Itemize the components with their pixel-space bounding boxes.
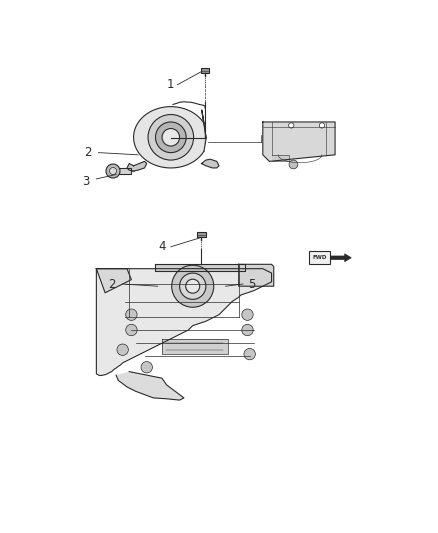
Text: FWD: FWD xyxy=(312,255,326,260)
Circle shape xyxy=(180,273,206,300)
Polygon shape xyxy=(263,122,335,161)
Text: 3: 3 xyxy=(82,175,89,188)
Polygon shape xyxy=(127,161,147,171)
Polygon shape xyxy=(162,339,228,354)
Circle shape xyxy=(126,309,137,320)
Polygon shape xyxy=(155,264,245,271)
Circle shape xyxy=(117,344,128,356)
FancyArrow shape xyxy=(331,254,351,262)
Polygon shape xyxy=(272,155,289,161)
Polygon shape xyxy=(96,269,131,293)
Circle shape xyxy=(110,167,117,174)
Circle shape xyxy=(126,324,137,336)
Circle shape xyxy=(186,279,200,293)
Polygon shape xyxy=(202,110,206,149)
Circle shape xyxy=(289,160,298,169)
Circle shape xyxy=(141,361,152,373)
Circle shape xyxy=(289,123,294,128)
Text: 4: 4 xyxy=(158,240,166,253)
Text: 2: 2 xyxy=(84,146,92,159)
Bar xyxy=(309,251,330,264)
Circle shape xyxy=(106,164,120,178)
Polygon shape xyxy=(116,372,184,400)
Circle shape xyxy=(319,123,325,128)
Bar xyxy=(197,232,206,237)
Polygon shape xyxy=(134,107,204,168)
Polygon shape xyxy=(201,159,219,168)
Circle shape xyxy=(172,265,214,307)
Bar xyxy=(114,168,131,174)
Circle shape xyxy=(244,349,255,360)
Circle shape xyxy=(242,309,253,320)
Circle shape xyxy=(162,128,180,146)
Text: 2: 2 xyxy=(108,278,116,290)
Polygon shape xyxy=(96,269,272,376)
Text: 5: 5 xyxy=(248,278,255,290)
Bar xyxy=(201,68,209,73)
Circle shape xyxy=(155,122,186,152)
Circle shape xyxy=(148,115,194,160)
Text: 1: 1 xyxy=(167,78,175,91)
Circle shape xyxy=(242,324,253,336)
Polygon shape xyxy=(239,264,274,286)
